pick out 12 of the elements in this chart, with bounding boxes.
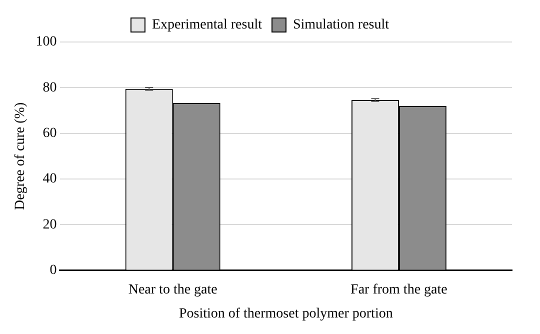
y-tick-label: 40 bbox=[42, 172, 57, 187]
x-tick-label: Far from the gate bbox=[350, 282, 448, 298]
y-tick-label: 80 bbox=[42, 80, 57, 96]
x-tick-label: Near to the gate bbox=[128, 282, 218, 298]
y-tick-label: 20 bbox=[42, 217, 57, 232]
y-tick-label: 0 bbox=[50, 263, 57, 278]
x-axis-title: Position of thermoset polymer portion bbox=[178, 306, 393, 322]
y-axis-title: Degree of cure (%) bbox=[13, 102, 28, 210]
legend-label: Simulation result bbox=[292, 18, 390, 33]
y-tick-label: 100 bbox=[36, 34, 57, 50]
y-tick-label: 60 bbox=[42, 126, 57, 142]
legend-label: Experimental result bbox=[152, 18, 262, 33]
